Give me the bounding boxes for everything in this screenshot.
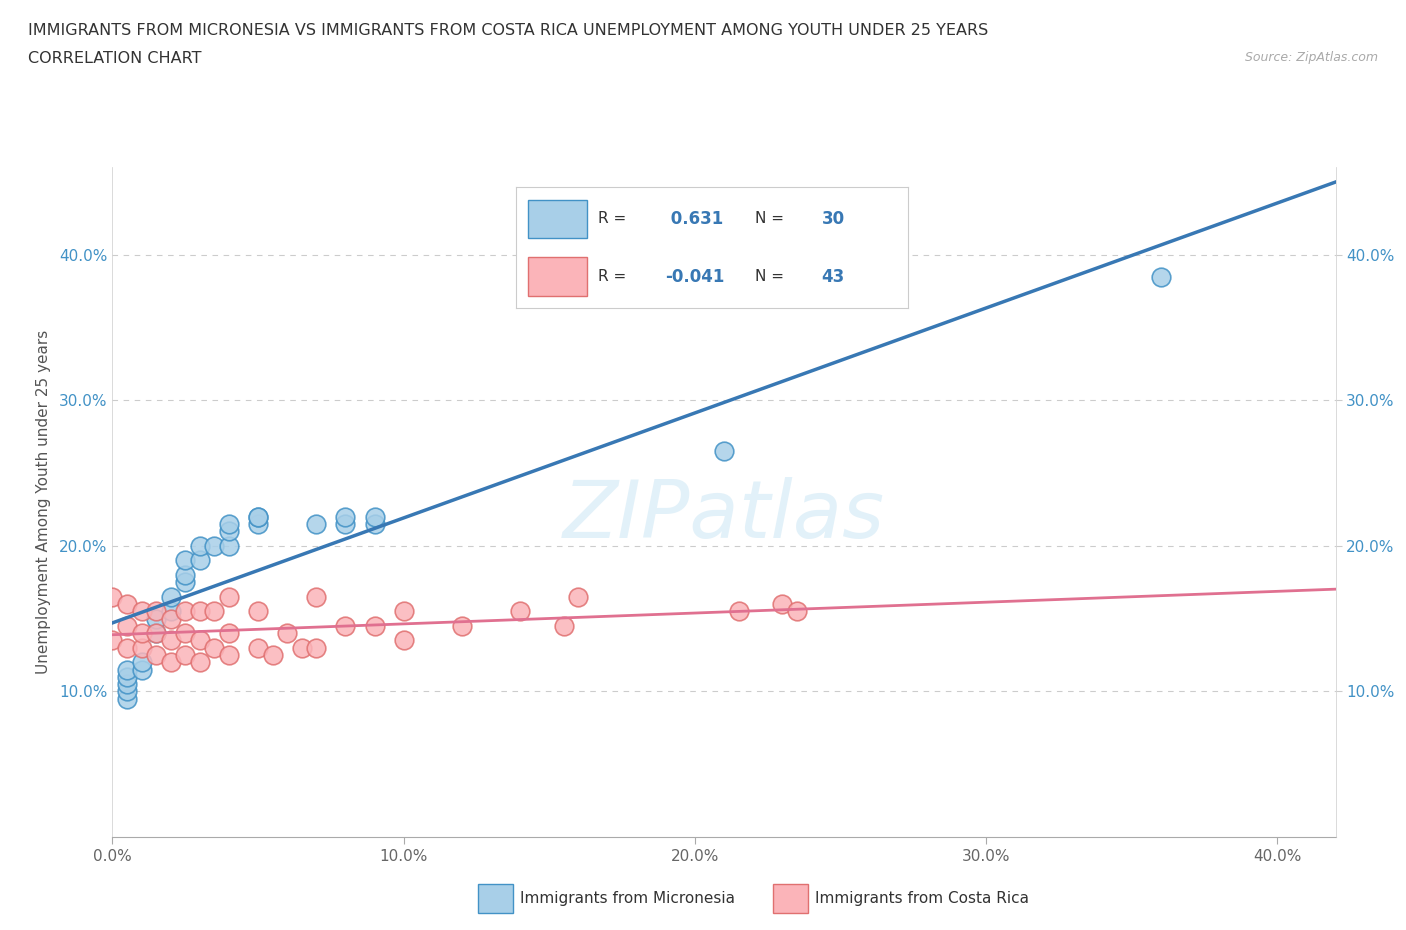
- Point: [131, 626, 153, 641]
- Point: [451, 618, 474, 633]
- Point: [159, 655, 181, 670]
- Point: [713, 444, 735, 458]
- Text: ZIPatlas: ZIPatlas: [562, 476, 886, 554]
- Point: [115, 684, 138, 698]
- Point: [567, 590, 589, 604]
- Point: [204, 604, 226, 618]
- Point: [363, 618, 385, 633]
- Point: [188, 633, 211, 648]
- Point: [392, 604, 415, 618]
- Point: [115, 597, 138, 612]
- Point: [131, 655, 153, 670]
- Point: [145, 611, 167, 626]
- Point: [335, 516, 357, 531]
- Point: [188, 538, 211, 553]
- Point: [247, 641, 270, 656]
- Point: [363, 510, 385, 525]
- Point: [115, 677, 138, 692]
- Point: [218, 516, 240, 531]
- Point: [392, 633, 415, 648]
- Point: [115, 641, 138, 656]
- Point: [218, 524, 240, 538]
- Point: [770, 597, 793, 612]
- Point: [174, 647, 197, 662]
- Point: [174, 567, 197, 582]
- Point: [786, 604, 808, 618]
- Point: [276, 626, 298, 641]
- Point: [159, 611, 181, 626]
- Point: [247, 604, 270, 618]
- Point: [335, 618, 357, 633]
- Point: [101, 633, 124, 648]
- Point: [174, 626, 197, 641]
- Point: [159, 590, 181, 604]
- Point: [145, 647, 167, 662]
- Point: [218, 538, 240, 553]
- Point: [145, 626, 167, 641]
- Point: [262, 647, 284, 662]
- Point: [305, 590, 328, 604]
- Point: [247, 510, 270, 525]
- Point: [145, 604, 167, 618]
- Point: [174, 604, 197, 618]
- Text: Immigrants from Micronesia: Immigrants from Micronesia: [520, 891, 735, 906]
- Point: [115, 618, 138, 633]
- Point: [363, 516, 385, 531]
- Point: [115, 662, 138, 677]
- Text: IMMIGRANTS FROM MICRONESIA VS IMMIGRANTS FROM COSTA RICA UNEMPLOYMENT AMONG YOUT: IMMIGRANTS FROM MICRONESIA VS IMMIGRANTS…: [28, 23, 988, 38]
- Point: [115, 670, 138, 684]
- Point: [174, 575, 197, 590]
- Point: [115, 691, 138, 706]
- Y-axis label: Unemployment Among Youth under 25 years: Unemployment Among Youth under 25 years: [35, 330, 51, 674]
- Point: [553, 618, 575, 633]
- Point: [305, 641, 328, 656]
- Point: [218, 626, 240, 641]
- Point: [159, 633, 181, 648]
- Text: CORRELATION CHART: CORRELATION CHART: [28, 51, 201, 66]
- Point: [247, 510, 270, 525]
- Point: [218, 647, 240, 662]
- Point: [131, 662, 153, 677]
- Point: [204, 641, 226, 656]
- Point: [204, 538, 226, 553]
- Point: [174, 553, 197, 568]
- Point: [131, 604, 153, 618]
- Point: [218, 590, 240, 604]
- Point: [335, 510, 357, 525]
- Point: [188, 553, 211, 568]
- Point: [188, 604, 211, 618]
- Point: [188, 655, 211, 670]
- Point: [247, 516, 270, 531]
- Point: [509, 604, 531, 618]
- Point: [727, 604, 749, 618]
- Text: Source: ZipAtlas.com: Source: ZipAtlas.com: [1244, 51, 1378, 64]
- Point: [159, 604, 181, 618]
- Point: [145, 626, 167, 641]
- Text: Immigrants from Costa Rica: Immigrants from Costa Rica: [815, 891, 1029, 906]
- Point: [305, 516, 328, 531]
- Point: [1150, 269, 1173, 284]
- Point: [101, 590, 124, 604]
- Point: [131, 641, 153, 656]
- Point: [291, 641, 314, 656]
